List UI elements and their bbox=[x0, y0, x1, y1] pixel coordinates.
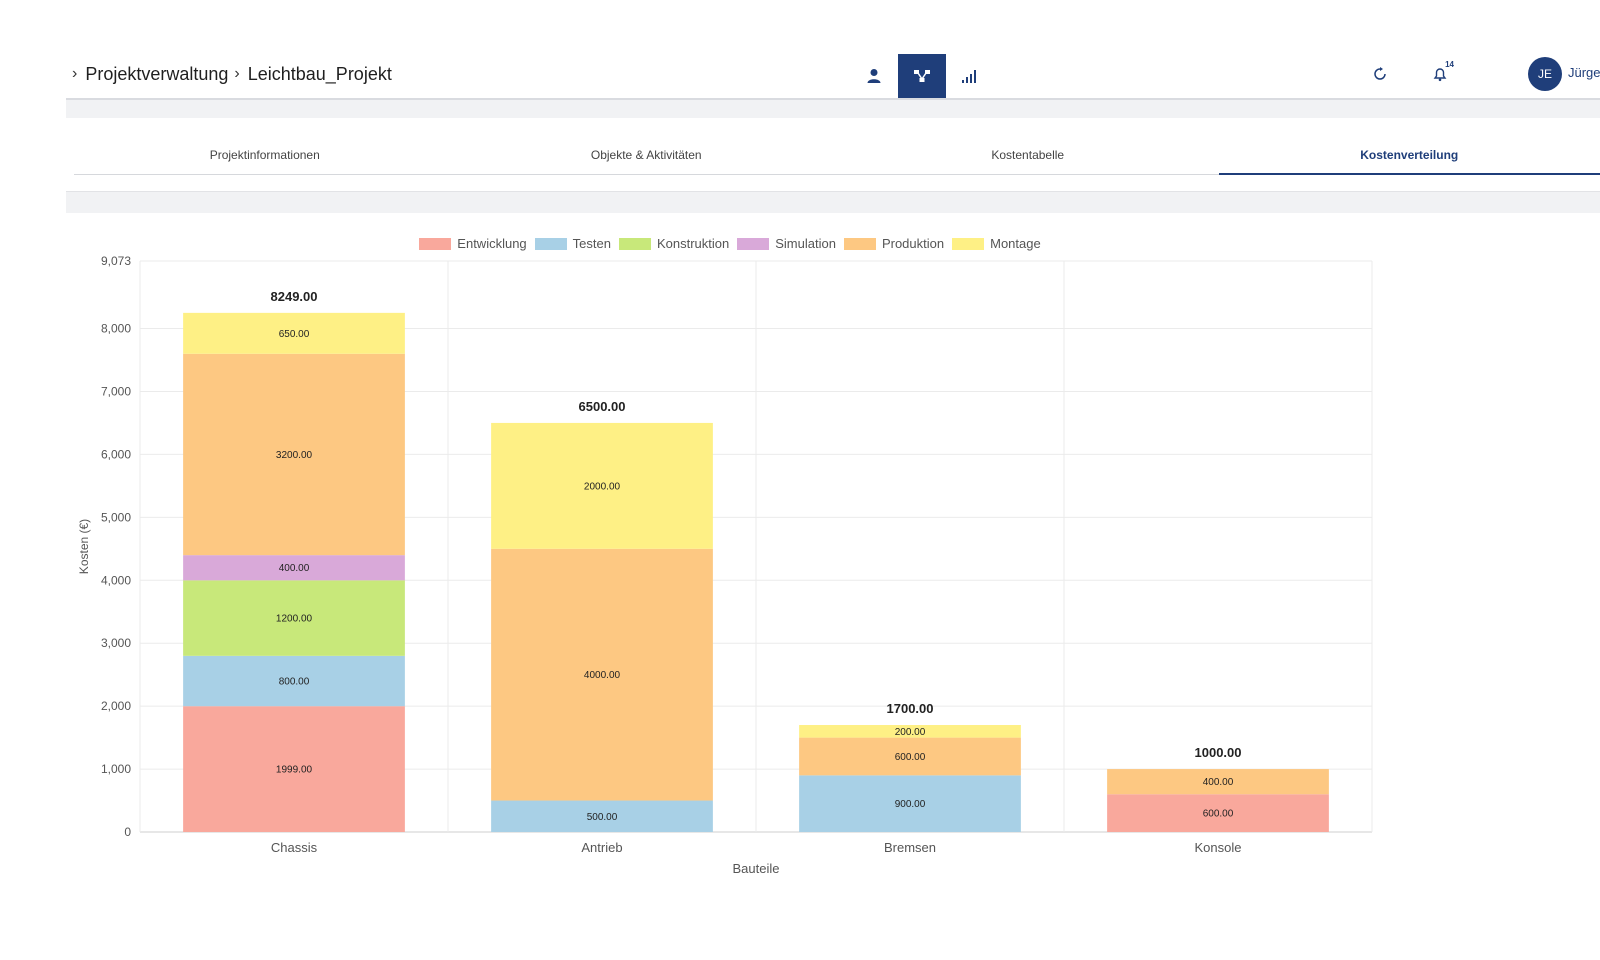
bar-segment-label: 600.00 bbox=[1203, 809, 1234, 820]
header-actions: 14 bbox=[1360, 58, 1480, 90]
legend-label: Produktion bbox=[881, 236, 945, 251]
legend-label: Simulation bbox=[775, 236, 836, 251]
refresh-icon bbox=[1374, 67, 1386, 80]
bar-segment bbox=[183, 312, 405, 354]
bar-segment bbox=[491, 422, 713, 549]
legend-item[interactable]: Simulation bbox=[737, 236, 836, 251]
tab-bar: Projektinformationen Objekte & Aktivität… bbox=[74, 136, 1600, 175]
network-icon bbox=[914, 70, 930, 82]
y-tick-label: 2,000 bbox=[101, 699, 131, 713]
signal-bars-icon bbox=[962, 70, 976, 83]
legend-label: Konstruktion bbox=[656, 236, 730, 251]
x-tick-label: Antrieb bbox=[581, 840, 622, 855]
bar-segment-label: 1200.00 bbox=[276, 614, 313, 625]
legend-item[interactable]: Testen bbox=[534, 236, 611, 251]
tab-objekte-aktivitaeten[interactable]: Objekte & Aktivitäten bbox=[590, 148, 702, 162]
user-view-button[interactable] bbox=[850, 54, 898, 98]
bar-segment bbox=[491, 548, 713, 801]
breadcrumb: › Projektverwaltung › Leichtbau_Projekt bbox=[66, 60, 392, 88]
bar-segment bbox=[183, 655, 405, 707]
y-tick-label: 1,000 bbox=[101, 762, 131, 776]
bar-total-label: 1000.00 bbox=[1195, 745, 1242, 760]
y-axis-title: Kosten (€) bbox=[77, 519, 91, 574]
bar-segment-label: 650.00 bbox=[279, 329, 310, 340]
legend-swatch bbox=[534, 237, 567, 250]
bar-segment-label: 600.00 bbox=[895, 752, 926, 763]
user-name[interactable]: Jürgen bbox=[1568, 65, 1600, 80]
bar-segment-label: 900.00 bbox=[895, 799, 926, 810]
y-tick-label: 4,000 bbox=[101, 573, 131, 587]
bar-segment bbox=[799, 725, 1021, 738]
tab-kostenverteilung[interactable]: Kostenverteilung bbox=[1218, 136, 1600, 175]
notification-badge: 14 bbox=[1445, 60, 1454, 69]
x-tick-label: Bremsen bbox=[884, 840, 936, 855]
y-tick-label: 8,000 bbox=[101, 322, 131, 336]
legend-swatch bbox=[737, 237, 770, 250]
legend-swatch bbox=[419, 237, 452, 250]
bar-segment bbox=[183, 353, 405, 556]
chart-legend: Entwicklung Testen Konstruktion Simulation P… bbox=[0, 236, 1460, 251]
refresh-button[interactable] bbox=[1360, 58, 1400, 90]
breadcrumb-item-project[interactable]: Leichtbau_Projekt bbox=[247, 63, 392, 84]
bar-segment bbox=[491, 800, 713, 832]
x-tick-label: Chassis bbox=[271, 840, 318, 855]
legend-swatch bbox=[952, 237, 985, 250]
legend-label: Testen bbox=[572, 236, 611, 251]
legend-item[interactable]: Montage bbox=[952, 236, 1041, 251]
chevron-right-icon: › bbox=[234, 65, 240, 82]
legend-swatch bbox=[618, 237, 651, 250]
bar-segment-label: 200.00 bbox=[895, 727, 926, 738]
bar-segment-label: 500.00 bbox=[587, 812, 618, 823]
y-tick-label: 7,000 bbox=[101, 384, 131, 398]
legend-label: Montage bbox=[990, 236, 1041, 251]
legend-label: Entwicklung bbox=[457, 236, 527, 251]
tab-projektinformationen[interactable]: Projektinformationen bbox=[209, 148, 320, 162]
tab-kostentabelle[interactable]: Kostentabelle bbox=[991, 148, 1065, 162]
bar-segment bbox=[183, 706, 405, 832]
stacked-bar-chart: 0 1,000 2,000 3,000 4,000 5,000 6,000 7,000 8,00… bbox=[77, 254, 1373, 876]
bar-total-label: 6500.00 bbox=[579, 399, 626, 414]
bar-segment bbox=[183, 555, 405, 581]
view-switcher bbox=[850, 54, 994, 98]
bar-segment-label: 1999.00 bbox=[276, 765, 313, 776]
legend-item[interactable]: Konstruktion bbox=[618, 236, 730, 251]
breadcrumb-item-projektverwaltung[interactable]: Projektverwaltung bbox=[85, 63, 229, 84]
bar-segment-label: 800.00 bbox=[279, 677, 310, 688]
chevron-right-icon: › bbox=[72, 65, 78, 82]
top-bar: › Projektverwaltung › Leichtbau_Projekt bbox=[0, 0, 1600, 100]
x-axis-title: Bauteile bbox=[733, 861, 780, 876]
network-view-button[interactable] bbox=[898, 54, 946, 98]
header-divider-band bbox=[66, 98, 1600, 118]
y-tick-label: 6,000 bbox=[101, 447, 131, 461]
bar-segment-label: 3200.00 bbox=[276, 450, 313, 461]
chart-view-button[interactable] bbox=[946, 54, 994, 98]
bar-total-label: 8249.00 bbox=[271, 289, 318, 304]
bar-segment bbox=[1107, 794, 1329, 832]
bar-segment bbox=[1107, 769, 1329, 795]
avatar[interactable]: JE bbox=[1528, 57, 1562, 91]
bell-icon bbox=[1433, 68, 1447, 82]
x-tick-label: Konsole bbox=[1195, 840, 1242, 855]
y-tick-label: 3,000 bbox=[101, 636, 131, 650]
bar-segment-label: 2000.00 bbox=[584, 481, 621, 492]
notifications-button[interactable]: 14 bbox=[1420, 58, 1460, 90]
bar-segment-label: 400.00 bbox=[279, 563, 310, 574]
legend-item[interactable]: Entwicklung bbox=[419, 236, 527, 251]
user-icon bbox=[867, 69, 881, 83]
bar-segment bbox=[799, 737, 1021, 776]
legend-item[interactable]: Produktion bbox=[843, 236, 945, 251]
y-tick-label: 9,073 bbox=[101, 254, 131, 268]
y-tick-label: 5,000 bbox=[101, 510, 131, 524]
bar-total-label: 1700.00 bbox=[887, 701, 934, 716]
bar-segment bbox=[799, 775, 1021, 832]
legend-swatch bbox=[843, 237, 876, 250]
bar-segment bbox=[183, 580, 405, 656]
y-tick-label: 0 bbox=[124, 825, 131, 839]
bar-segment-label: 4000.00 bbox=[584, 670, 621, 681]
content-separator-band bbox=[66, 191, 1600, 213]
bar-segment-label: 400.00 bbox=[1203, 777, 1234, 788]
